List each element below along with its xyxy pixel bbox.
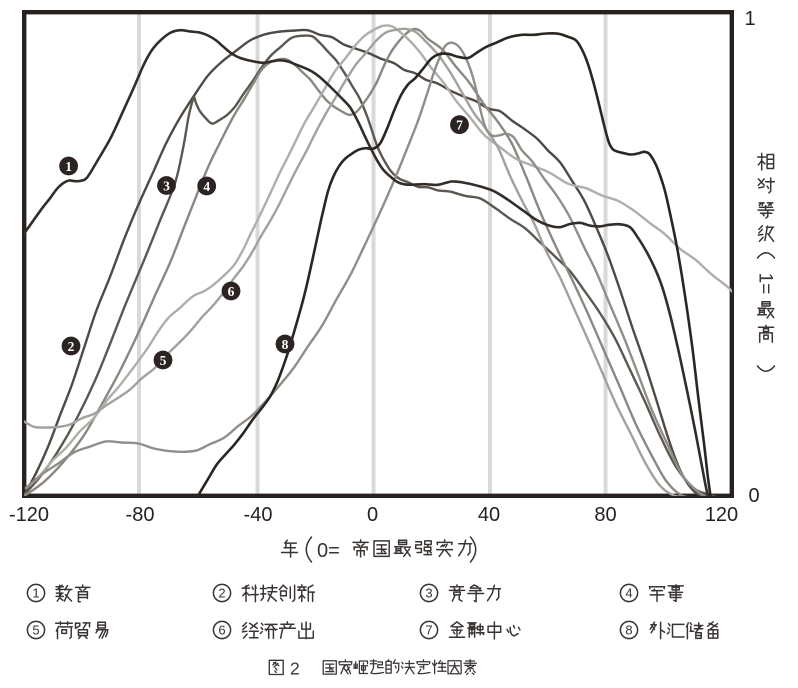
svg-text:1: 1 [65,159,72,174]
svg-text:40: 40 [478,504,500,526]
svg-text:3: 3 [425,585,432,600]
svg-text:7: 7 [456,118,463,133]
svg-text:4: 4 [203,179,210,194]
svg-text:1: 1 [32,585,39,600]
svg-text:1=: 1= [755,273,776,295]
svg-text:8: 8 [282,337,289,352]
svg-text:120: 120 [705,504,738,526]
svg-text:-40: -40 [244,504,273,526]
svg-text:8: 8 [625,622,632,637]
svg-text:0: 0 [367,504,378,526]
svg-text:2: 2 [290,659,300,679]
svg-text:6: 6 [228,284,235,299]
svg-text:0=: 0= [317,540,340,562]
svg-text:1: 1 [744,8,755,30]
svg-text:2: 2 [68,339,75,354]
svg-text:2: 2 [218,585,225,600]
svg-text:-120: -120 [9,504,49,526]
svg-text:80: 80 [594,504,616,526]
svg-text:-80: -80 [126,504,155,526]
svg-text:4: 4 [625,585,632,600]
svg-text:3: 3 [163,178,170,193]
svg-text:5: 5 [160,353,167,368]
svg-text:7: 7 [425,622,432,637]
svg-text:6: 6 [218,622,225,637]
svg-text:5: 5 [32,622,39,637]
svg-text:0: 0 [748,485,759,507]
